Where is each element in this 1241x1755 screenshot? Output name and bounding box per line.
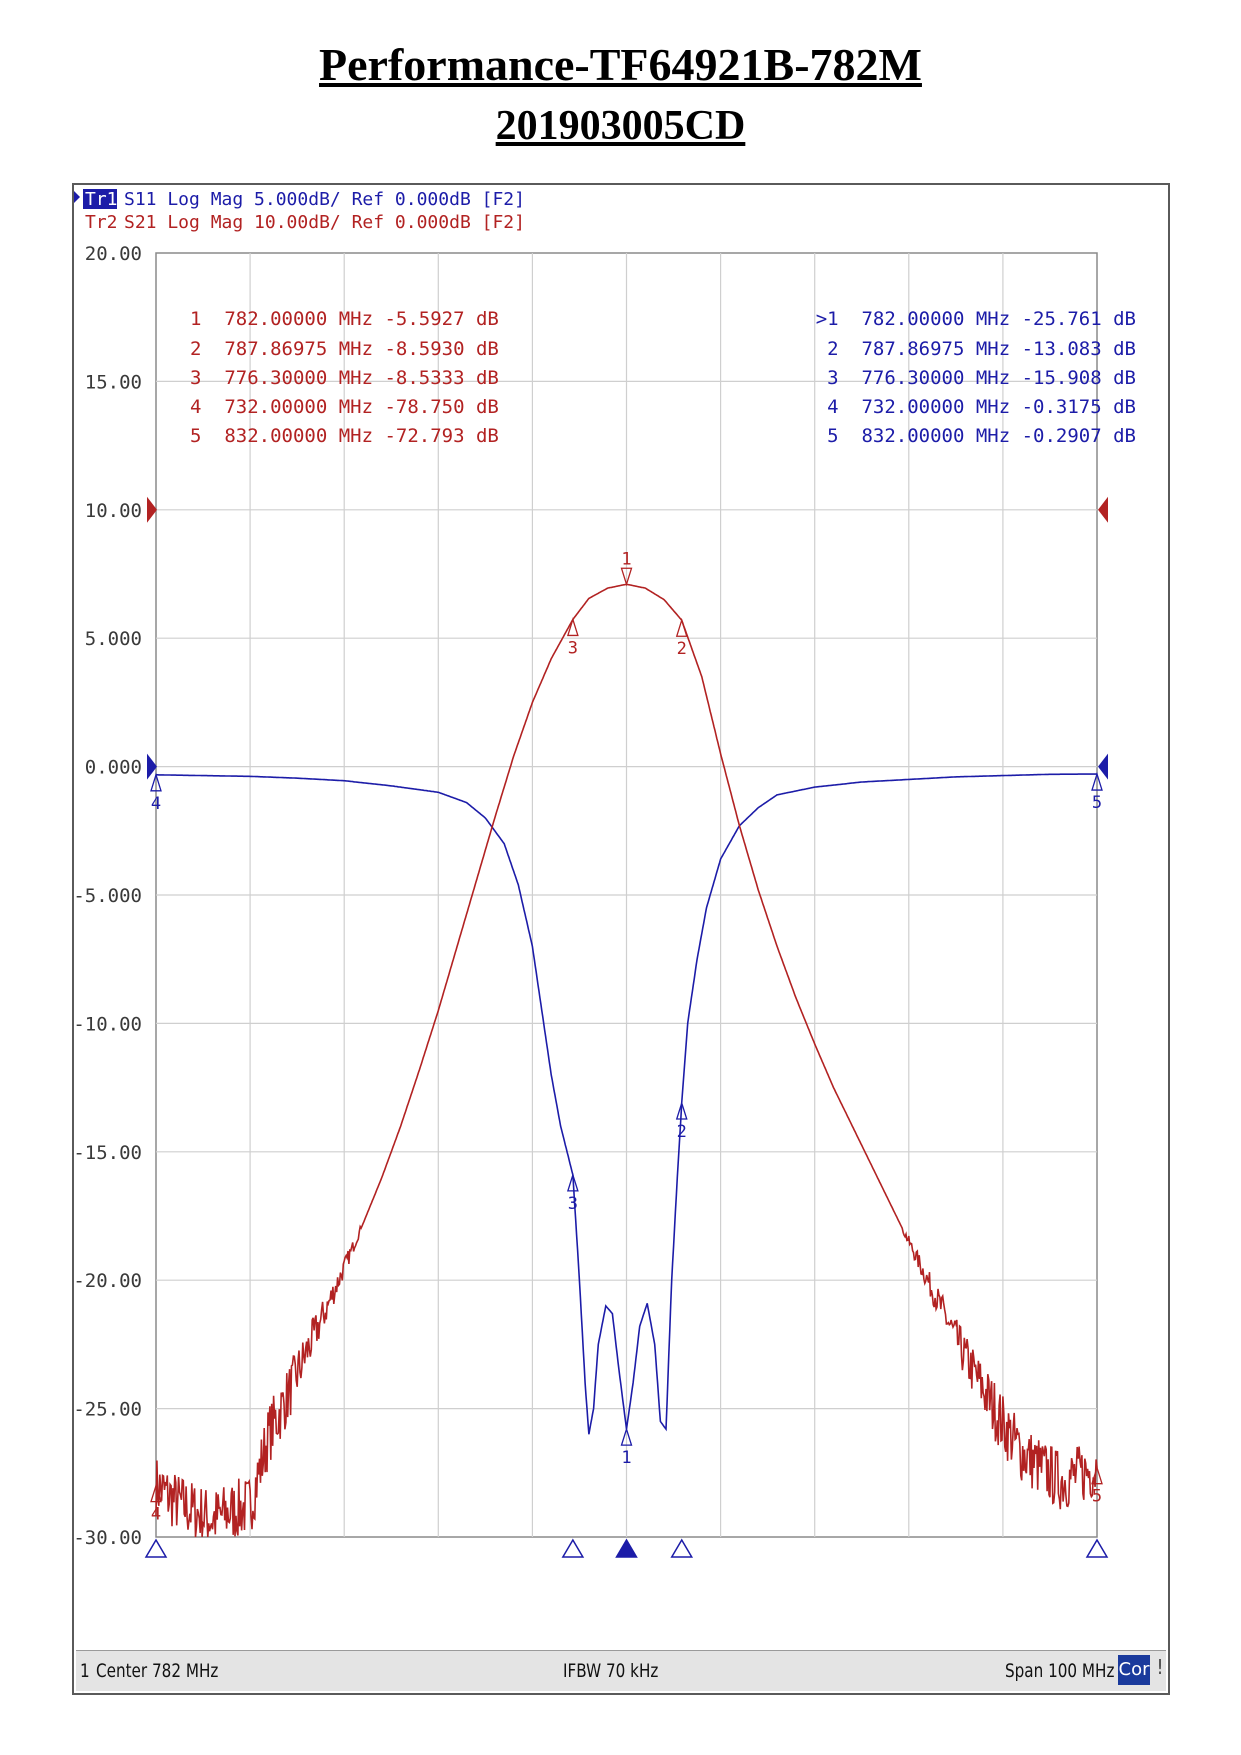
s21-marker-row: 4 732.00000 MHz -78.750 dB (190, 396, 499, 418)
s21-marker-triangle (1091, 1465, 1103, 1485)
y-tick-label: 5.000 (85, 628, 142, 650)
y-tick-label: -25.00 (74, 1399, 142, 1421)
trace-2-label[interactable]: Tr2 (85, 212, 118, 233)
active-trace-arrow-icon (74, 191, 80, 203)
page-subtitle: 201903005CD (495, 103, 746, 149)
y-tick-label: 0.000 (85, 757, 142, 779)
s11-marker-row: 2 787.86975 MHz -13.083 dB (827, 338, 1136, 360)
ifbw-setting[interactable]: IFBW 70 kHz (563, 1660, 659, 1682)
ref-level-left-marker (147, 496, 157, 523)
s11-marker-triangle (1091, 771, 1103, 791)
network-analyzer-screen: Tr1 S11 Log Mag 5.000dB/ Ref 0.000dB [F2… (72, 183, 1170, 1695)
s21-marker-row: 2 787.86975 MHz -8.5930 dB (190, 338, 499, 360)
ref-level-right-marker (1098, 496, 1108, 523)
span-setting[interactable]: Span 100 MHz (1005, 1660, 1115, 1682)
active-trace-highlight (83, 189, 117, 209)
s11-marker-label: 2 (677, 1122, 687, 1142)
axis-marker-triangle (615, 1538, 638, 1558)
s21-marker-triangle (150, 1483, 162, 1503)
s21-marker-triangle (675, 618, 688, 637)
s11-marker-triangle (566, 1172, 579, 1192)
status-end-indicator: ! (1155, 1655, 1164, 1679)
y-tick-labels: 20.00 15.00 10.00 5.000 0.000 -5.000 -10.00 -15… (74, 243, 142, 1549)
trace-header: Tr1 S11 Log Mag 5.000dB/ Ref 0.000dB [F2… (74, 189, 525, 233)
page-title: Performance-TF64921B-782M (319, 39, 922, 90)
y-tick-label: 20.00 (85, 243, 142, 265)
axis-marker-triangle (561, 1538, 585, 1558)
s21-marker-triangle (620, 567, 633, 587)
y-tick-label: -5.000 (74, 885, 142, 907)
s11-marker-label: 1 (621, 1448, 631, 1468)
y-tick-label: -30.00 (74, 1527, 142, 1549)
y-tick-label: 15.00 (85, 371, 142, 393)
axis-markers (144, 1538, 1109, 1558)
s11-marker-row: 5 832.00000 MHz -0.2907 dB (827, 425, 1136, 447)
s11-marker-row: 3 776.30000 MHz -15.908 dB (827, 367, 1136, 389)
channel-indicator[interactable]: 1 (80, 1660, 90, 1682)
s21-marker-label: 3 (568, 638, 578, 658)
y-tick-label: 10.00 (85, 500, 142, 522)
s11-marker-label: 4 (151, 794, 161, 814)
s11-marker-triangle (675, 1100, 688, 1120)
s21-marker-label: 2 (677, 639, 687, 659)
ref-level-left-marker (147, 753, 157, 780)
reference-markers (147, 496, 1108, 780)
plot-grid (155, 252, 1098, 1538)
s21-marker-row: 1 782.00000 MHz -5.5927 dB (190, 308, 499, 330)
status-bar: 1 Center 782 MHz IFBW 70 kHz Span 100 MH… (76, 1650, 1166, 1691)
axis-marker-triangle (1085, 1538, 1109, 1558)
s11-marker-triangle (620, 1426, 633, 1446)
center-frequency[interactable]: Center 782 MHz (96, 1660, 219, 1682)
s21-marker-label: 4 (151, 1505, 161, 1525)
s11-marker-label: 3 (568, 1194, 578, 1214)
trace-2-desc: S21 Log Mag 10.00dB/ Ref 0.000dB [F2] (124, 212, 525, 233)
trace-1-desc: S11 Log Mag 5.000dB/ Ref 0.000dB [F2] (124, 189, 525, 210)
chart-svg: Tr1 S11 Log Mag 5.000dB/ Ref 0.000dB [F2… (74, 189, 1136, 1558)
correction-badge[interactable]: Cor (1118, 1655, 1150, 1685)
y-tick-label: -20.00 (74, 1270, 142, 1292)
trace-markers: 1 2 3 4 5 1 2 3 4 5 (150, 549, 1103, 1525)
ref-level-right-marker (1098, 753, 1108, 780)
axis-marker-triangle (144, 1538, 168, 1558)
trace-1-label[interactable]: Tr1 (85, 189, 118, 210)
y-tick-label: -10.00 (74, 1013, 142, 1035)
axis-marker-triangle (670, 1538, 694, 1558)
s21-marker-row: 3 776.30000 MHz -8.5333 dB (190, 367, 499, 389)
s11-marker-triangle (150, 772, 162, 792)
s21-marker-row: 5 832.00000 MHz -72.793 dB (190, 425, 499, 447)
s11-marker-label: 5 (1092, 793, 1102, 813)
s21-marker-label: 1 (621, 549, 631, 569)
s21-marker-table: 1 782.00000 MHz -5.5927 dB 2 787.86975 M… (190, 308, 499, 447)
s11-marker-row: >1 782.00000 MHz -25.761 dB (816, 308, 1136, 330)
s11-marker-row: 4 732.00000 MHz -0.3175 dB (827, 396, 1136, 418)
s21-marker-label: 5 (1092, 1487, 1102, 1507)
y-tick-label: -15.00 (74, 1142, 142, 1164)
s11-marker-table: >1 782.00000 MHz -25.761 dB 2 787.86975 … (816, 308, 1136, 447)
s21-marker-triangle (566, 617, 579, 637)
